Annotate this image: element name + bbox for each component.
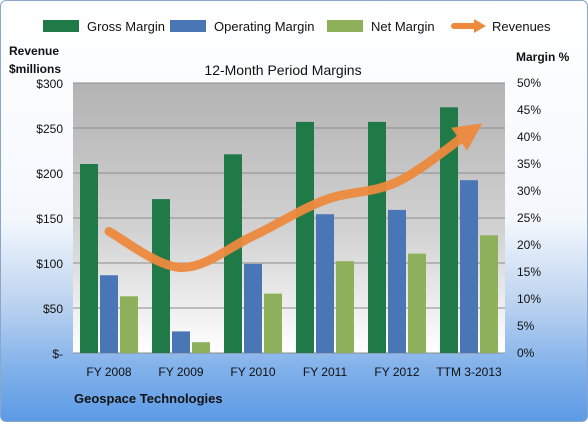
left-axis-ticks: $- $50 $100 $150 $200 $250 $300: [36, 77, 63, 361]
bar-net-margin: [192, 342, 210, 353]
bar-operating-margin: [388, 209, 406, 353]
legend-label-net-margin: Net Margin: [371, 19, 435, 34]
legend: Gross Margin Operating Margin Net Margin Re…: [43, 19, 551, 34]
company-name: Geospace Technologies: [74, 391, 223, 406]
bar-gross-margin: [224, 154, 242, 353]
legend-swatch-gross-margin: [43, 20, 79, 32]
revenue-line-group: [104, 123, 483, 273]
right-tick-label: 15%: [517, 265, 541, 279]
right-tick-label: 40%: [517, 130, 541, 144]
left-tick-label: $100: [36, 257, 63, 271]
right-tick-label: 10%: [517, 292, 541, 306]
left-tick-label: $250: [36, 122, 63, 136]
right-tick-label: 20%: [517, 238, 541, 252]
bar-operating-margin: [244, 263, 262, 353]
revenue-line: [104, 123, 483, 273]
legend-label-gross-margin: Gross Margin: [87, 19, 165, 34]
bar-net-margin: [480, 235, 498, 353]
bar-net-margin: [336, 261, 354, 353]
gridlines: [73, 82, 505, 354]
right-axis-title: Margin %: [516, 50, 570, 64]
category-label: TTM 3-2013: [436, 365, 502, 379]
bar-gross-margin: [368, 121, 386, 353]
left-axis-title-line1: Revenue: [9, 44, 59, 58]
left-tick-label: $50: [43, 302, 63, 316]
legend-swatch-operating-margin: [170, 20, 206, 32]
bar-operating-margin: [316, 214, 334, 353]
left-tick-label: $-: [52, 347, 63, 361]
bar-net-margin: [120, 296, 138, 353]
legend-arrow-revenues: [474, 19, 486, 33]
category-label: FY 2010: [230, 365, 275, 379]
left-axis-title-line2: $millions: [9, 62, 61, 76]
category-label: FY 2012: [374, 365, 419, 379]
bar-net-margin: [264, 293, 282, 353]
category-label: FY 2008: [86, 365, 131, 379]
right-tick-label: 50%: [517, 76, 541, 90]
right-tick-label: 35%: [517, 157, 541, 171]
category-axis-labels: FY 2008 FY 2009 FY 2010 FY 2011 FY 2012 TTM 3…: [86, 365, 502, 379]
bar-gross-margin: [152, 199, 170, 353]
right-tick-label: 45%: [517, 103, 541, 117]
right-tick-label: 0%: [517, 346, 535, 360]
bar-operating-margin: [460, 180, 478, 353]
right-tick-label: 30%: [517, 184, 541, 198]
right-tick-label: 5%: [517, 319, 535, 333]
bar-operating-margin: [172, 331, 190, 353]
category-label: FY 2011: [303, 365, 348, 379]
legend-label-operating-margin: Operating Margin: [214, 19, 314, 34]
bar-gross-margin: [80, 164, 98, 353]
category-label: FY 2009: [158, 365, 203, 379]
left-tick-label: $300: [36, 77, 63, 91]
legend-swatch-net-margin: [327, 20, 363, 32]
bar-gross-margin: [296, 121, 314, 353]
left-tick-label: $200: [36, 167, 63, 181]
right-axis-ticks: 0% 5% 10% 15% 20% 25% 30% 35% 40% 45% 50%: [517, 76, 541, 360]
bars-group: [80, 107, 498, 353]
bar-net-margin: [408, 253, 426, 353]
left-tick-label: $150: [36, 212, 63, 226]
bar-gross-margin: [440, 107, 458, 353]
legend-label-revenues: Revenues: [492, 19, 551, 34]
chart-title: 12-Month Period Margins: [204, 62, 361, 78]
right-tick-label: 25%: [517, 211, 541, 225]
bar-operating-margin: [100, 275, 118, 353]
